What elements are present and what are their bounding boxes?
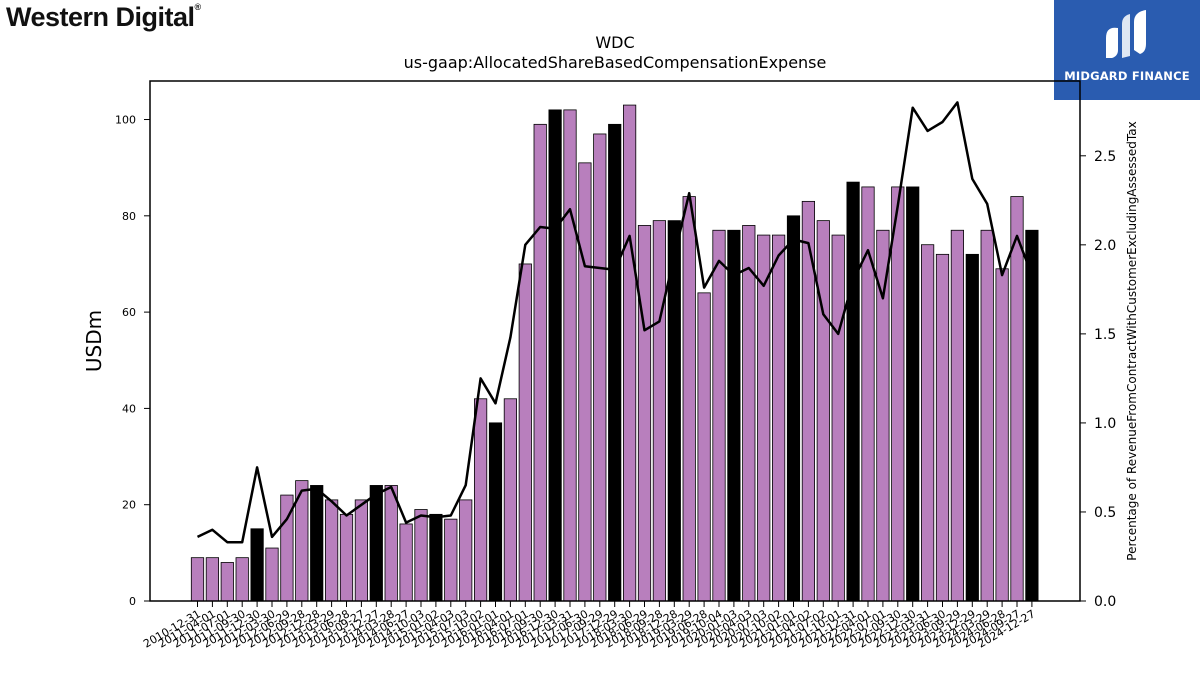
bar	[965, 253, 979, 602]
bar	[265, 547, 279, 602]
bar	[190, 557, 205, 602]
bar	[935, 253, 950, 602]
brand-name: MIDGARD FINANCE	[1064, 69, 1190, 83]
bar	[369, 485, 383, 602]
bar	[235, 557, 249, 602]
y-tick-label: 100	[115, 114, 136, 127]
y2-tick-label: 1.0	[1094, 416, 1116, 432]
chart-subtitle: us-gaap:AllocatedShareBasedCompensationE…	[404, 53, 827, 72]
bar	[891, 186, 905, 602]
bar	[742, 225, 756, 602]
y-tick-label: 20	[122, 499, 136, 512]
bar	[324, 499, 339, 602]
y2-tick-label: 1.5	[1094, 327, 1116, 343]
ratio-line	[196, 101, 1034, 544]
bar	[950, 229, 965, 602]
company-logo-text: Western Digital	[6, 2, 195, 32]
line-series	[196, 101, 1034, 544]
bar	[1025, 229, 1039, 602]
bar	[503, 398, 518, 602]
bar	[488, 422, 503, 602]
bar	[414, 509, 428, 602]
brand-emblem-icon	[1106, 10, 1146, 58]
y-axis-ticks: 0 20 40 60 80 100	[115, 114, 150, 608]
bar	[757, 234, 771, 602]
y2-axis-label: Percentage of RevenueFromContractWithCus…	[1125, 121, 1139, 560]
bar	[846, 181, 860, 602]
bar	[995, 268, 1009, 602]
bar	[682, 196, 696, 602]
bar	[459, 499, 473, 602]
bar	[339, 513, 354, 602]
bar	[384, 485, 398, 602]
bar	[205, 557, 219, 602]
y2-tick-label: 2.5	[1094, 149, 1116, 165]
x-axis-ticks: 2010-12-312011-04-012011-07-012011-09-30…	[141, 601, 1037, 651]
bar	[578, 162, 592, 602]
y2-tick-label: 2.0	[1094, 238, 1116, 254]
bar	[712, 229, 726, 602]
bar	[831, 234, 845, 602]
y-tick-label: 0	[129, 595, 136, 608]
bar	[354, 499, 369, 602]
bar	[816, 220, 830, 602]
y-tick-label: 80	[122, 210, 136, 223]
y2-tick-label: 0.0	[1094, 594, 1116, 610]
bar	[608, 123, 622, 602]
bar	[637, 225, 652, 602]
bar	[906, 186, 920, 602]
bar	[399, 523, 413, 602]
bar	[473, 398, 488, 602]
y2-axis-ticks: 0.0 0.5 1.0 1.5 2.0 2.5	[1080, 149, 1116, 610]
bar	[563, 109, 577, 602]
bar	[429, 513, 443, 602]
bar	[518, 263, 532, 602]
bar	[921, 244, 935, 602]
bar	[250, 528, 264, 602]
company-logo-mark: ®	[194, 2, 202, 12]
bar	[593, 133, 607, 602]
bar	[220, 562, 234, 602]
y-tick-label: 60	[122, 306, 136, 319]
bar	[786, 215, 801, 602]
bar	[727, 229, 741, 602]
company-logo: Western Digital®	[6, 2, 201, 33]
bar	[623, 104, 637, 602]
brand-logo: MIDGARD FINANCE	[1054, 0, 1200, 100]
y-tick-label: 40	[122, 402, 136, 415]
bar	[444, 518, 458, 602]
y2-tick-label: 0.5	[1094, 505, 1116, 521]
bar	[310, 485, 324, 602]
bar	[980, 229, 994, 602]
bar-series	[190, 104, 1039, 602]
y-axis-label: USDm	[82, 310, 106, 372]
bar	[652, 220, 667, 602]
bar	[697, 292, 711, 602]
bar	[772, 234, 786, 602]
chart-title: WDC	[595, 33, 634, 52]
bar	[548, 109, 562, 602]
bar	[1010, 196, 1024, 602]
bar	[533, 123, 547, 602]
